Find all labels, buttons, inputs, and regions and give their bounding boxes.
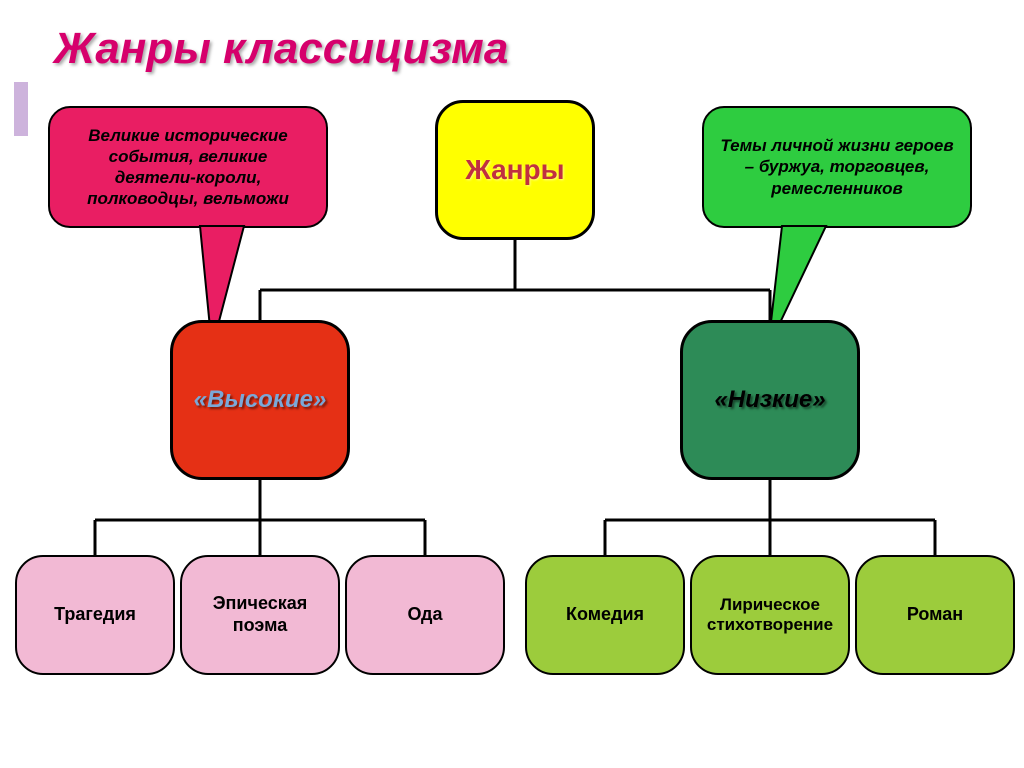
leaf-tragedy-label: Трагедия bbox=[54, 604, 136, 626]
leaf-novel-label: Роман bbox=[907, 604, 963, 626]
leaf-epic-poem-label: Эпическая поэма bbox=[190, 593, 330, 636]
leaf-tragedy: Трагедия bbox=[15, 555, 175, 675]
callout-high-desc: Великие исторические события, великие де… bbox=[48, 106, 328, 228]
branch-low-label: «Низкие» bbox=[714, 386, 825, 414]
callout-low-text: Темы личной жизни героев – буржуа, торго… bbox=[720, 135, 954, 199]
leaf-comedy-label: Комедия bbox=[566, 604, 644, 626]
root-node-genres: Жанры bbox=[435, 100, 595, 240]
leaf-ode-label: Ода bbox=[408, 604, 443, 626]
leaf-epic-poem: Эпическая поэма bbox=[180, 555, 340, 675]
branch-node-high: «Высокие» bbox=[170, 320, 350, 480]
page-title: Жанры классицизма bbox=[54, 24, 508, 74]
callout-low-desc: Темы личной жизни героев – буржуа, торго… bbox=[702, 106, 972, 228]
leaf-novel: Роман bbox=[855, 555, 1015, 675]
leaf-comedy: Комедия bbox=[525, 555, 685, 675]
root-label: Жанры bbox=[465, 154, 564, 186]
leaf-lyric-poem-label: Лирическое стихотворение bbox=[700, 595, 840, 636]
accent-bar bbox=[14, 82, 28, 136]
branch-node-low: «Низкие» bbox=[680, 320, 860, 480]
leaf-lyric-poem: Лирическое стихотворение bbox=[690, 555, 850, 675]
branch-high-label: «Высокие» bbox=[194, 386, 327, 414]
leaf-ode: Ода bbox=[345, 555, 505, 675]
callout-high-text: Великие исторические события, великие де… bbox=[66, 125, 310, 210]
